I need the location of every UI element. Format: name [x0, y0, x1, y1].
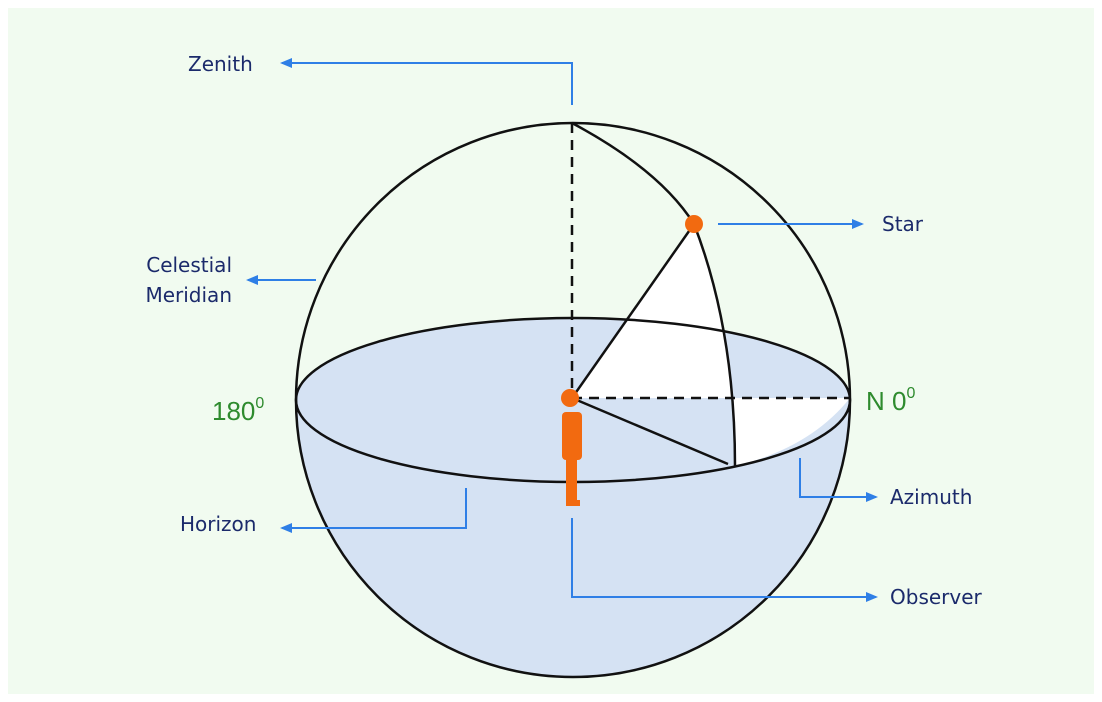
north-sup: 0 [906, 385, 915, 402]
zenith-label: Zenith [188, 52, 253, 76]
horizon-label: Horizon [180, 512, 256, 536]
star-label: Star [882, 212, 924, 236]
west-sup: 0 [255, 395, 264, 412]
west-text: 180 [212, 396, 255, 426]
meridian-label: Celestial [146, 253, 232, 277]
north-text: N 0 [866, 386, 906, 416]
azimuth-arrow [799, 458, 878, 502]
star-line [570, 223, 696, 399]
observer-figure [561, 389, 582, 506]
zenith-arrow [280, 58, 573, 105]
meridian-label: Meridian [145, 283, 232, 307]
azimuth-line [571, 396, 729, 466]
azimuth-region [572, 224, 850, 466]
observer-label: Observer [890, 585, 983, 609]
observer-arrow [571, 518, 878, 602]
horizon-arrow [280, 488, 467, 533]
azimuth-label: Azimuth [890, 485, 972, 509]
star-point [685, 215, 703, 233]
west-label: 1800 [212, 395, 264, 426]
north-label: N 00 [866, 385, 915, 416]
